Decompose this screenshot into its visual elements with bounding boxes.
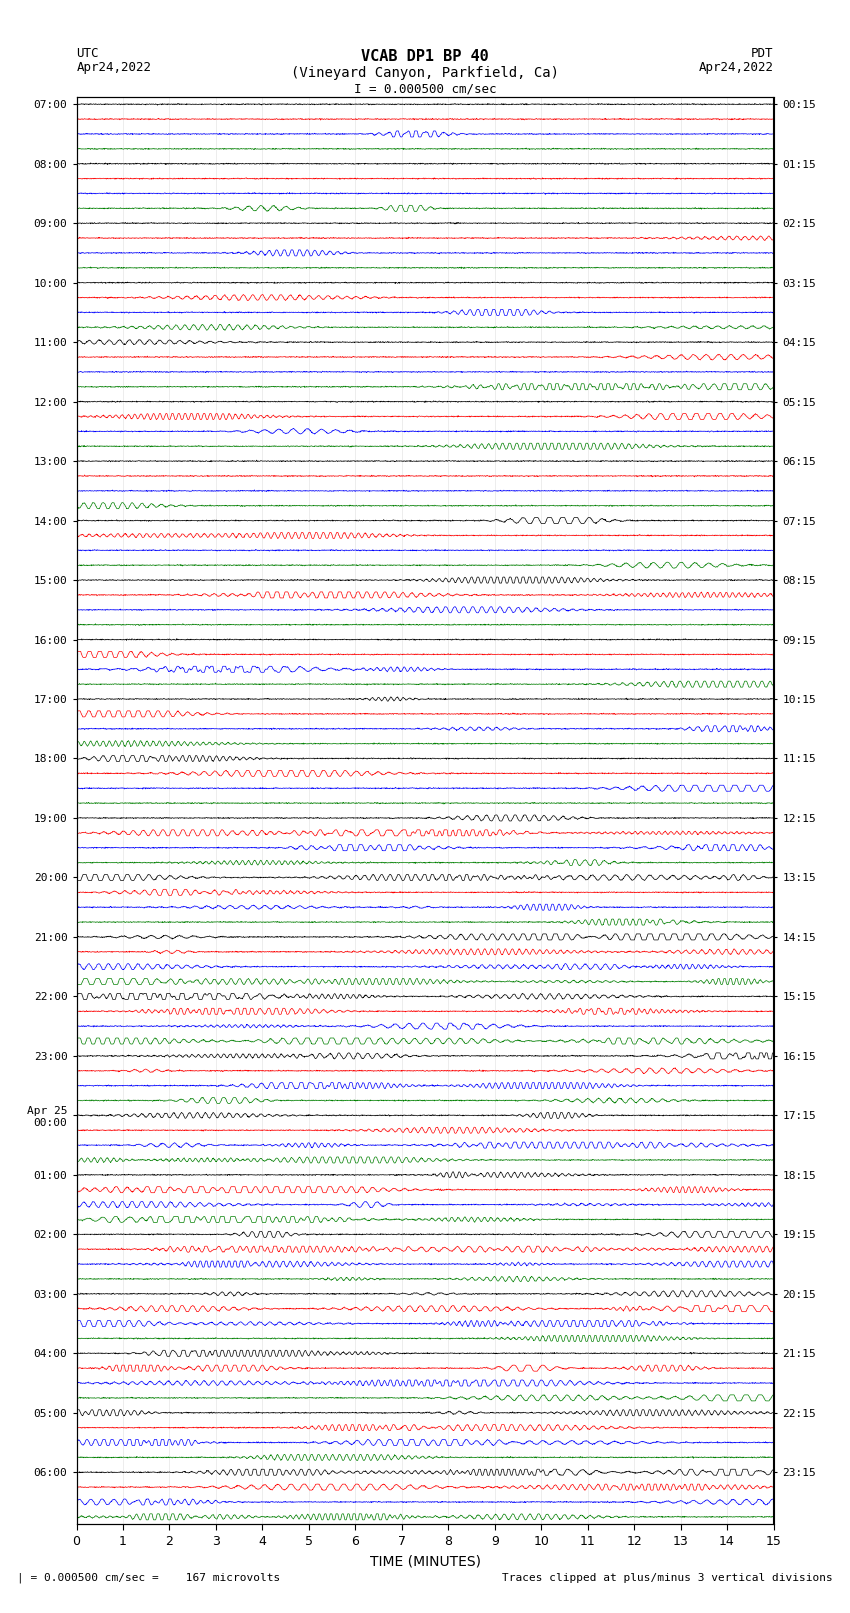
Text: (Vineyard Canyon, Parkfield, Ca): (Vineyard Canyon, Parkfield, Ca): [291, 66, 559, 79]
X-axis label: TIME (MINUTES): TIME (MINUTES): [370, 1555, 480, 1569]
Text: Apr24,2022: Apr24,2022: [76, 61, 151, 74]
Text: Traces clipped at plus/minus 3 vertical divisions: Traces clipped at plus/minus 3 vertical …: [502, 1573, 833, 1582]
Text: UTC: UTC: [76, 47, 99, 60]
Text: | = 0.000500 cm/sec =    167 microvolts: | = 0.000500 cm/sec = 167 microvolts: [17, 1573, 280, 1582]
Text: VCAB DP1 BP 40: VCAB DP1 BP 40: [361, 48, 489, 65]
Text: Apr24,2022: Apr24,2022: [699, 61, 774, 74]
Text: I = 0.000500 cm/sec: I = 0.000500 cm/sec: [354, 82, 496, 95]
Text: PDT: PDT: [751, 47, 774, 60]
